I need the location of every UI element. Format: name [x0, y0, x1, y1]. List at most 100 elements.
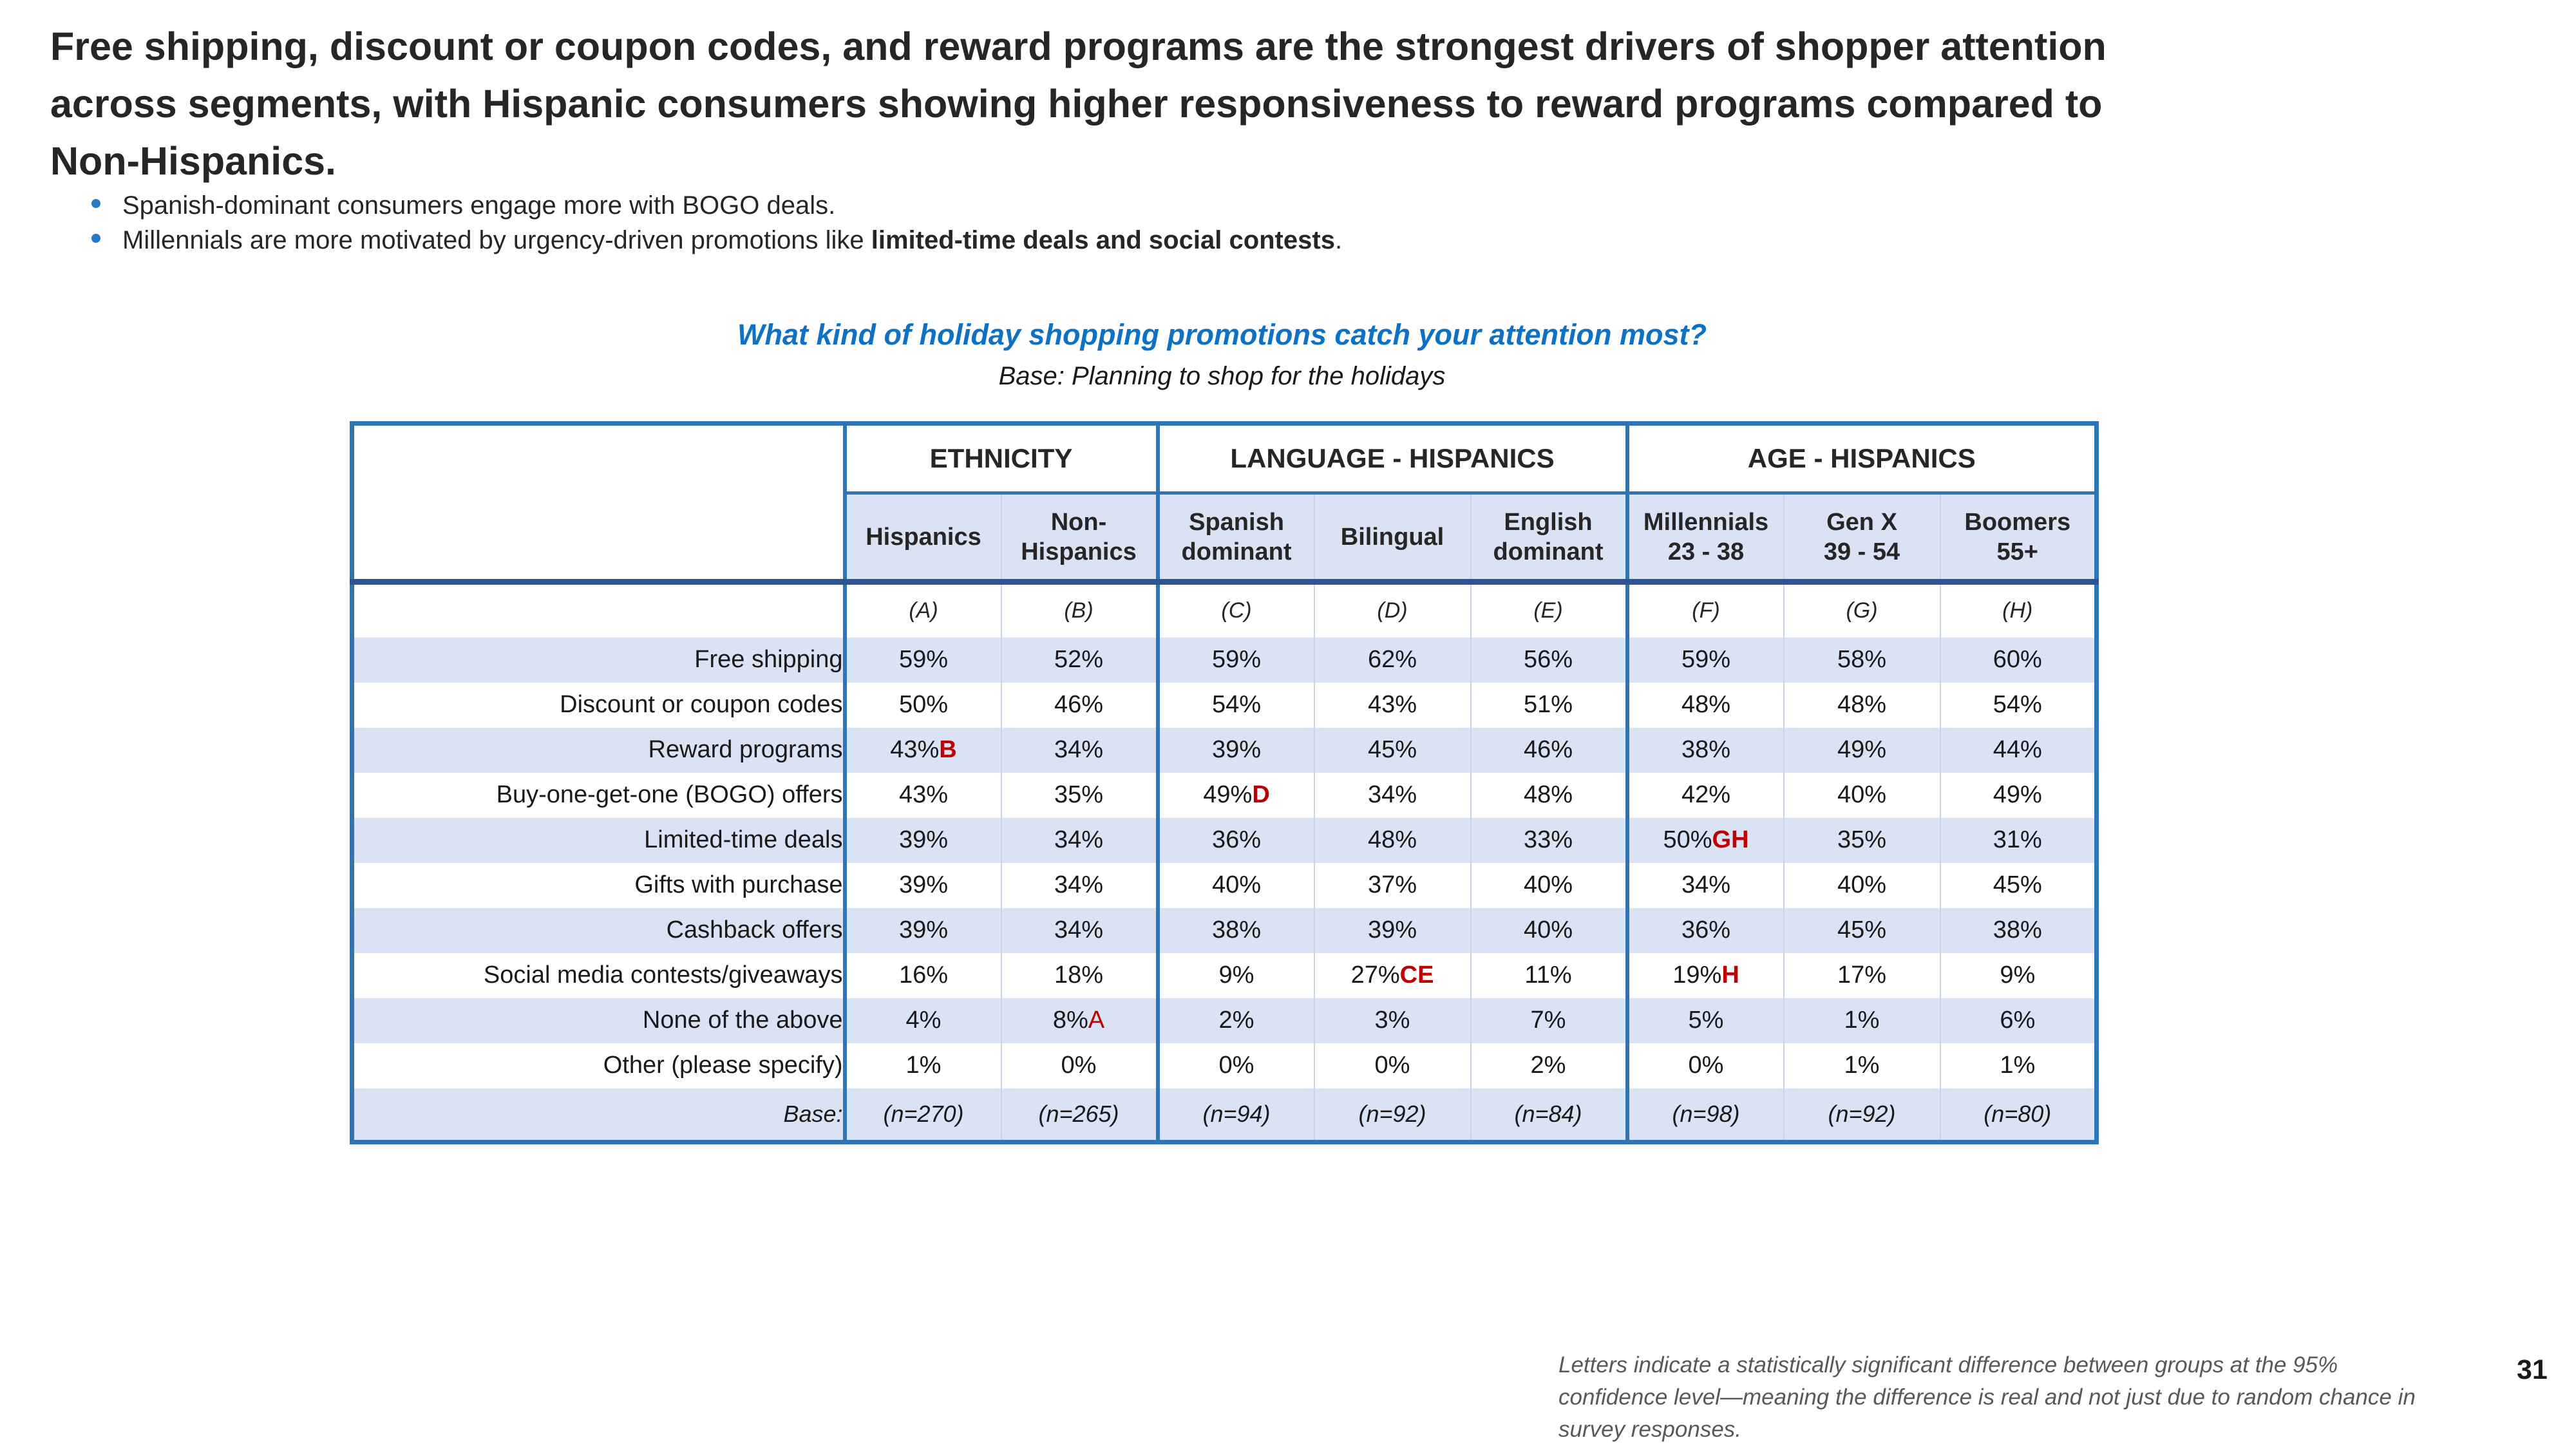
table-row: None of the above 4% 8%A 2% 3% 7% 5% 1% 6% [352, 998, 2097, 1043]
cell-value: 43% [1367, 691, 1417, 718]
table-cell: 38% [1939, 907, 2097, 953]
bullet-icon [91, 199, 100, 208]
table-cell: 60% [1939, 637, 2097, 683]
cell-value: (n=265) [1038, 1100, 1119, 1127]
cell-value: 44% [1993, 736, 2042, 763]
row-label: Limited-time deals [352, 817, 845, 863]
cell-value: 45% [1837, 916, 1887, 943]
table-cell: 38% [1625, 727, 1784, 773]
table-cell: 59% [1625, 637, 1784, 683]
table-cell: (n=84) [1470, 1088, 1627, 1142]
cell-value: 39% [1211, 736, 1262, 763]
bullet-text-pre: Spanish-dominant consumers engage more w… [122, 191, 836, 220]
cell-value: 3% [1374, 1007, 1410, 1034]
cell-value: 40% [1523, 916, 1573, 943]
table-cell: 48% [1783, 682, 1940, 728]
cell-value: 38% [1211, 916, 1262, 943]
table-cell: 34% [1000, 907, 1158, 953]
cell-value: 31% [1993, 826, 2042, 853]
table-cell: 52% [1000, 637, 1158, 683]
cell-value: 35% [1837, 826, 1887, 853]
column-header: Bilingual [1313, 493, 1471, 585]
column-header: Boomers 55+ [1939, 493, 2097, 585]
letter-row: (A) (B) (C) (D) (E) (F) (G) (H) [352, 582, 2097, 638]
table-cell: 46% [1000, 682, 1158, 728]
table-cell: 59% [842, 637, 1001, 683]
table-cell: 35% [1000, 772, 1158, 818]
table-cell: 54% [1939, 682, 2097, 728]
row-label: Free shipping [352, 637, 845, 683]
bullet-text: Spanish-dominant consumers engage more w… [122, 191, 835, 220]
question-title: What kind of holiday shopping promotions… [737, 318, 1707, 351]
table-body: Free shipping 59% 52% 59% 62% 56% 59% 58% 60% Dis… [352, 637, 2097, 1142]
results-table-wrapper: ETHNICITY LANGUAGE - HISPANICS AGE - HIS… [350, 421, 2099, 1144]
cell-value: 7% [1530, 1007, 1566, 1034]
results-table: ETHNICITY LANGUAGE - HISPANICS AGE - HIS… [350, 421, 2099, 1144]
cell-value: (n=92) [1828, 1100, 1896, 1127]
table-cell: 62% [1313, 637, 1471, 683]
cell-value: 50% [898, 691, 949, 718]
letter-cell: (G) [1783, 582, 1940, 638]
cell-value: 59% [1211, 646, 1262, 673]
cell-value: 43% [898, 781, 949, 808]
cell-value: 52% [1054, 646, 1104, 673]
table-cell: 40% [1470, 907, 1627, 953]
group-header-ethnicity: ETHNICITY [842, 423, 1158, 495]
cell-value: 6% [2000, 1007, 2036, 1034]
cell-value: 58% [1837, 646, 1887, 673]
table-cell: 35% [1783, 817, 1940, 863]
cell-value: 59% [1681, 646, 1731, 673]
cell-value: 34% [1054, 826, 1104, 853]
table-cell: 9% [1155, 952, 1314, 998]
table-cell: (n=98) [1625, 1088, 1784, 1142]
table-cell: 48% [1313, 817, 1471, 863]
base-note: Base: Planning to shop for the holidays [998, 362, 1446, 390]
table-cell: 45% [1939, 862, 2097, 908]
cell-value: 34% [1054, 871, 1104, 898]
table-cell: 56% [1470, 637, 1627, 683]
table-cell: 39% [1155, 727, 1314, 773]
row-label: Reward programs [352, 727, 845, 773]
table-cell: 50%GH [1625, 817, 1784, 863]
letter-cell: (B) [1000, 582, 1158, 638]
table-cell: (n=94) [1155, 1088, 1314, 1142]
table-row: Other (please specify) 1% 0% 0% 0% 2% 0% 1% 1% [352, 1043, 2097, 1088]
table-cell: 51% [1470, 682, 1627, 728]
column-header: Millennials 23 - 38 [1625, 493, 1784, 585]
page-title-line-1: Free shipping, discount or coupon codes,… [50, 24, 2107, 68]
table-cell: (n=270) [842, 1088, 1001, 1142]
cell-value: 48% [1367, 826, 1417, 853]
column-header: Spanish dominant [1155, 493, 1314, 585]
sig-letter: H [1721, 961, 1739, 989]
table-cell: 43% [842, 772, 1001, 818]
footnote-line: confidence level—meaning the difference … [1558, 1385, 2416, 1410]
table-cell: 39% [842, 907, 1001, 953]
table-cell: 54% [1155, 682, 1314, 728]
page-title-line-3: Non-Hispanics. [50, 139, 337, 183]
cell-value: (n=92) [1358, 1100, 1426, 1127]
table-cell: 45% [1783, 907, 1940, 953]
letter-cell: (C) [1155, 582, 1314, 638]
letter-cell: (A) [842, 582, 1001, 638]
cell-value: 35% [1054, 781, 1104, 808]
row-label: Other (please specify) [352, 1043, 845, 1088]
letter-cell: (D) [1313, 582, 1471, 638]
row-label: Social media contests/giveaways [352, 952, 845, 998]
table-cell: 48% [1470, 772, 1627, 818]
table-cell: 44% [1939, 727, 2097, 773]
cell-value: 51% [1523, 691, 1573, 718]
table-cell: 2% [1155, 998, 1314, 1043]
bullet-list: Spanish-dominant consumers engage more w… [91, 188, 1342, 258]
table-cell: 36% [1155, 817, 1314, 863]
sig-letter: GH [1712, 826, 1749, 853]
table-row: Base: (n=270) (n=265) (n=94) (n=92) (n=84) (n=… [352, 1088, 2097, 1142]
cell-value: 39% [898, 916, 949, 943]
cell-value: (n=98) [1672, 1100, 1740, 1127]
cell-value: 34% [1054, 736, 1104, 763]
table-cell: 33% [1470, 817, 1627, 863]
cell-value: 48% [1837, 691, 1887, 718]
cell-value: 1% [1844, 1007, 1880, 1034]
sig-letter: D [1252, 781, 1270, 808]
table-cell: 38% [1155, 907, 1314, 953]
page-title: Free shipping, discount or coupon codes,… [50, 18, 2343, 190]
